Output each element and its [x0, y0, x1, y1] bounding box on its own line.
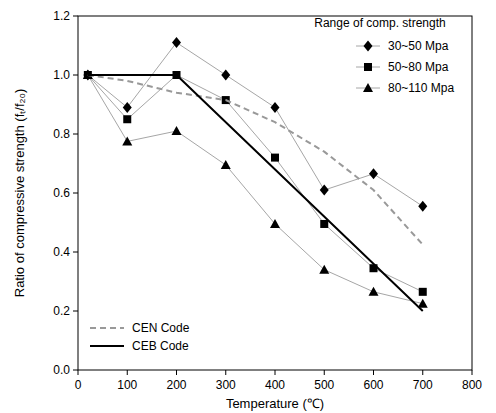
- point: [271, 154, 279, 162]
- plot-area: [83, 37, 428, 311]
- point: [123, 115, 131, 123]
- series-line: [88, 75, 423, 292]
- legend-line: [90, 327, 124, 329]
- series-line: [88, 75, 423, 311]
- x-tick: [176, 370, 177, 375]
- x-axis-label: Temperature (℃): [226, 396, 324, 411]
- plot-frame: [78, 16, 472, 370]
- point: [320, 185, 329, 196]
- legend-marker: [363, 83, 373, 92]
- legend-label: 50~80 Mpa: [388, 60, 449, 74]
- point: [122, 136, 132, 145]
- x-tick: [472, 370, 473, 375]
- x-tick: [373, 370, 374, 375]
- y-tick-label: 0.8: [53, 127, 70, 141]
- y-tick: [73, 134, 78, 135]
- legend-marker: [364, 63, 372, 71]
- y-tick: [73, 370, 78, 371]
- legend-label: CEN Code: [132, 321, 190, 335]
- x-tick: [127, 370, 128, 375]
- point: [319, 265, 329, 274]
- series-line: [88, 75, 423, 304]
- point: [172, 126, 182, 135]
- y-axis-label: Ratio of compressive strength (fₜ/f₂₀): [12, 89, 27, 298]
- legend-label: CEB Code: [132, 339, 189, 353]
- legend-line: [90, 345, 124, 347]
- point: [172, 37, 181, 48]
- point: [369, 287, 379, 296]
- x-tick-label: 200: [166, 378, 186, 392]
- point: [320, 220, 328, 228]
- x-tick-label: 100: [117, 378, 137, 392]
- legend-title: Range of comp. strength: [314, 16, 445, 30]
- point: [369, 168, 378, 179]
- point: [418, 201, 427, 212]
- y-tick: [73, 252, 78, 253]
- x-tick: [275, 370, 276, 375]
- y-tick-label: 0.0: [53, 363, 70, 377]
- y-tick: [73, 193, 78, 194]
- legend-marker: [364, 41, 373, 52]
- y-tick-label: 0.2: [53, 304, 70, 318]
- y-tick: [73, 16, 78, 17]
- point: [271, 102, 280, 113]
- legend-label: 30~50 Mpa: [388, 39, 449, 53]
- point: [221, 70, 230, 81]
- x-tick-label: 0: [75, 378, 82, 392]
- y-tick-label: 1.2: [53, 9, 70, 23]
- series-line: [88, 43, 423, 207]
- x-tick-label: 600: [363, 378, 383, 392]
- x-tick: [78, 370, 79, 375]
- series-line: [88, 75, 423, 245]
- x-tick: [225, 370, 226, 375]
- y-tick-label: 0.6: [53, 186, 70, 200]
- y-tick-label: 1.0: [53, 68, 70, 82]
- x-tick: [422, 370, 423, 375]
- point: [123, 102, 132, 113]
- x-tick-label: 700: [413, 378, 433, 392]
- chart: 0 100 200 300 400 500 600 700 800 0.0 0.2 0.4 0.6 0.8…: [0, 0, 496, 413]
- x-tick-label: 400: [265, 378, 285, 392]
- y-tick-label: 0.4: [53, 245, 70, 259]
- x-tick-label: 500: [314, 378, 334, 392]
- x-tick-label: 300: [216, 378, 236, 392]
- point: [221, 160, 231, 169]
- y-tick: [73, 311, 78, 312]
- x-tick-label: 800: [462, 378, 482, 392]
- point: [270, 219, 280, 228]
- y-tick: [73, 75, 78, 76]
- point: [419, 288, 427, 296]
- legend-label: 80~110 Mpa: [388, 81, 454, 95]
- x-tick: [324, 370, 325, 375]
